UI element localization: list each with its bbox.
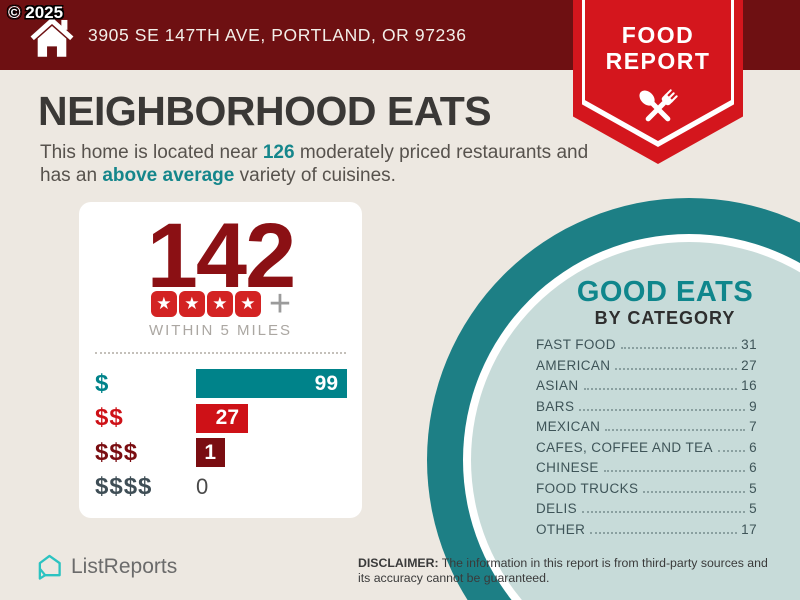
category-label: ASIAN <box>536 378 579 393</box>
property-address: 3905 SE 147TH AVE, PORTLAND, OR 97236 <box>88 24 467 45</box>
category-row: OTHER 17 <box>536 522 757 543</box>
plus-sign: + <box>268 283 292 325</box>
price-tier-label: $ <box>95 369 110 397</box>
page-subtitle: This home is located near 126 moderately… <box>40 141 588 187</box>
star-rating: ★ ★ ★ ★ + <box>79 283 362 325</box>
category-value: 6 <box>749 460 757 475</box>
category-label: FAST FOOD <box>536 337 616 352</box>
restaurant-count: 142 <box>146 205 297 307</box>
food-report-ribbon: FOOD REPORT <box>573 0 743 164</box>
price-tier-label: $$ <box>95 404 124 431</box>
radius-caption: WITHIN 5 MILES <box>148 322 292 339</box>
category-list: FAST FOOD 31 AMERICAN 27 ASIAN 16 BARS 9 MEXICAN… <box>536 337 757 542</box>
home-icon <box>30 17 74 57</box>
good-eats-subtitle: BY CATEGORY <box>594 308 736 328</box>
category-row: CHINESE 6 <box>536 460 757 481</box>
dotted-leader <box>643 490 746 493</box>
category-row: FOOD TRUCKS 5 <box>536 481 757 502</box>
category-row: ASIAN 16 <box>536 378 757 399</box>
category-value: 5 <box>749 501 757 516</box>
star-badge: ★ <box>150 291 177 317</box>
bar-value: 1 <box>204 440 216 464</box>
subtitle-line1: This home is located near 126 moderately… <box>40 142 589 163</box>
copyright-text: © 2025 <box>8 3 64 22</box>
variety-highlight: above average <box>102 165 235 186</box>
good-eats-title: GOOD EATS <box>576 276 754 308</box>
category-row: CAFES, COFFEE AND TEA 6 <box>536 440 757 461</box>
price-tier-bar: 27 <box>196 403 248 433</box>
spoon-fork-icon <box>639 89 678 122</box>
category-value: 7 <box>749 419 757 434</box>
star-badge: ★ <box>234 291 261 317</box>
subtitle-line2: has an above average variety of cuisines… <box>40 165 396 186</box>
star-badge: ★ <box>206 291 233 317</box>
price-tier-label: $$$$ <box>95 473 153 500</box>
price-tier-row: $$$ 1 <box>95 438 347 467</box>
restaurant-count-card: 142 ★ ★ ★ ★ + WITHIN 5 MILES $99 $$ 27 $$$ 1 $$$$… <box>79 202 362 518</box>
category-label: AMERICAN <box>536 357 611 373</box>
category-row: BARS 9 <box>536 399 757 420</box>
listreports-logo-icon <box>38 554 61 580</box>
disclaimer-text: The information in this report is from t… <box>358 556 768 585</box>
restaurant-count-highlight: 126 <box>262 142 295 163</box>
category-label: MEXICAN <box>536 419 601 434</box>
dotted-leader <box>615 367 738 370</box>
category-label: DELIS <box>536 501 578 516</box>
dotted-leader <box>583 388 738 390</box>
dotted-leader <box>590 531 738 534</box>
category-label: OTHER <box>536 521 586 537</box>
ribbon-title-line2: REPORT <box>605 48 711 74</box>
category-value: 27 <box>741 357 757 373</box>
category-value: 16 <box>741 378 757 393</box>
price-tier-bar-chart: $99 $$ 27 $$$ 1 $$$$ 0 <box>95 369 347 507</box>
bar-value: 27 <box>215 406 239 429</box>
category-value: 6 <box>749 439 757 455</box>
price-tier-row: $$$$ 0 <box>95 473 347 502</box>
dotted-leader <box>717 449 746 452</box>
disclaimer: DISCLAIMER: The information in this repo… <box>358 556 770 586</box>
dotted-leader <box>603 470 746 472</box>
bar-value-zero: 0 <box>196 474 209 499</box>
category-label: CHINESE <box>536 460 599 475</box>
category-row: MEXICAN 7 <box>536 419 757 440</box>
category-value: 17 <box>741 521 757 537</box>
ribbon-content: FOOD REPORT <box>573 0 743 143</box>
category-row: AMERICAN 27 <box>536 358 757 379</box>
category-label: CAFES, COFFEE AND TEA <box>536 439 713 455</box>
page-title: NEIGHBORHOOD EATS <box>38 88 492 134</box>
price-tier-bar: 99 <box>196 369 347 398</box>
dotted-leader <box>605 429 746 431</box>
dashed-divider <box>95 352 346 354</box>
ribbon-title-line1: FOOD <box>621 22 695 48</box>
price-tier-row: $$ 27 <box>95 403 347 433</box>
dotted-leader <box>582 511 746 513</box>
dotted-leader <box>620 347 738 349</box>
category-row: DELIS 5 <box>536 501 757 522</box>
price-tier-row: $99 <box>95 369 347 398</box>
star-badge: ★ <box>178 291 205 317</box>
category-row: FAST FOOD 31 <box>536 337 757 358</box>
category-label: BARS <box>536 398 575 414</box>
dotted-leader <box>579 408 746 411</box>
price-tier-bar: 1 <box>196 438 225 467</box>
disclaimer-label: DISCLAIMER: <box>358 556 439 570</box>
price-tier-label: $$$ <box>95 438 139 466</box>
listreports-brand: ListReports <box>36 553 177 580</box>
category-value: 9 <box>749 398 757 414</box>
category-label: FOOD TRUCKS <box>536 480 639 496</box>
listreports-brand-text: ListReports <box>71 554 178 578</box>
category-value: 31 <box>741 337 757 352</box>
category-value: 5 <box>749 480 757 496</box>
bar-value: 99 <box>314 371 338 395</box>
